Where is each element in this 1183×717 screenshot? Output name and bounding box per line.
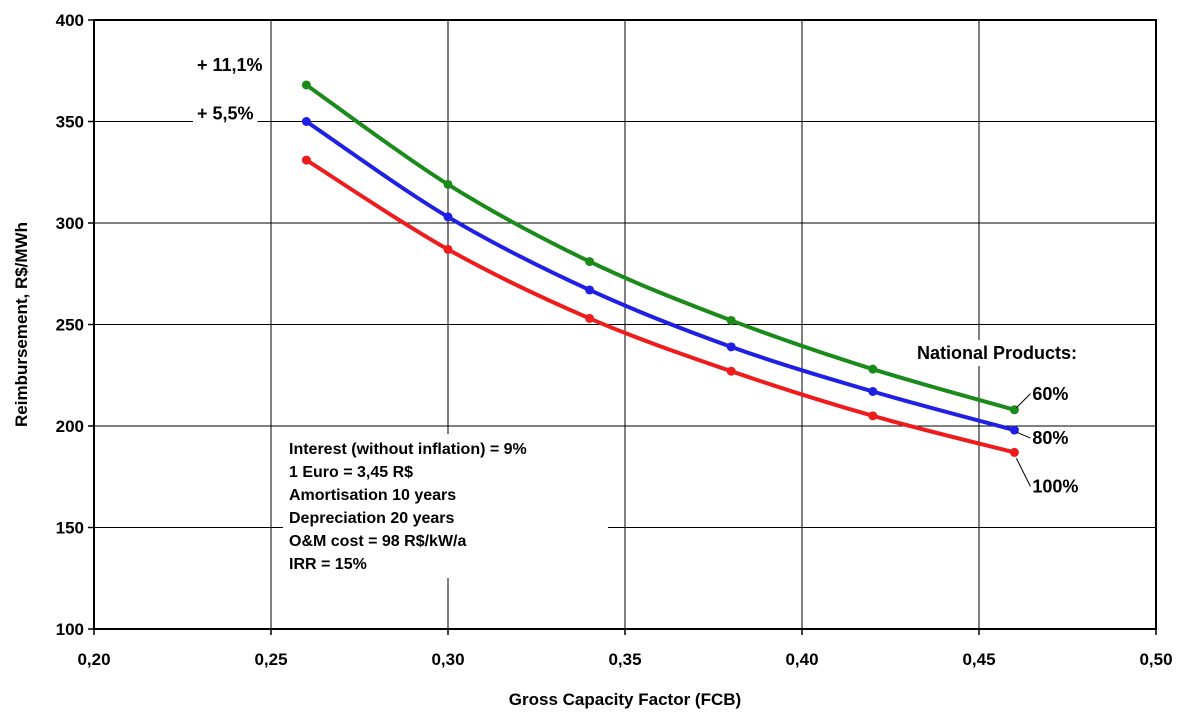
series-end-labels: 60% 80% 100% bbox=[1015, 383, 1082, 499]
increase-label-background-2 bbox=[193, 101, 258, 126]
x-tick-label: 0,35 bbox=[608, 650, 641, 669]
data-point-100pct bbox=[868, 411, 878, 421]
x-axis-ticks: 0,20 0,25 0,30 0,35 0,40 0,45 0,50 bbox=[77, 629, 1173, 669]
legend-title: National Products: bbox=[917, 343, 1077, 363]
note-amortisation: Amortisation 10 years bbox=[289, 487, 456, 504]
series-layer bbox=[301, 80, 1019, 457]
series-line-60pct bbox=[305, 83, 1015, 412]
series-line-80pct bbox=[305, 119, 1015, 432]
data-point-80pct bbox=[301, 117, 311, 126]
data-point-100pct bbox=[301, 155, 311, 165]
end-label-background bbox=[1031, 476, 1082, 499]
end-label-leader bbox=[1016, 431, 1031, 439]
x-tick-label: 0,45 bbox=[962, 650, 995, 669]
note-om-cost: O&M cost = 98 R$/kW/a bbox=[289, 533, 466, 550]
end-label-leader bbox=[1016, 393, 1031, 409]
y-tick-label: 200 bbox=[56, 417, 84, 436]
series-end-label-80pct: 80% bbox=[1032, 428, 1068, 448]
x-tick-label: 0,50 bbox=[1139, 650, 1172, 669]
series-end-label-100pct: 100% bbox=[1032, 476, 1078, 496]
y-tick-label: 300 bbox=[56, 214, 84, 233]
y-tick-label: 250 bbox=[56, 316, 84, 335]
y-axis-ticks: 100 150 200 250 300 350 400 bbox=[56, 11, 94, 639]
note-interest: Interest (without inflation) = 9% bbox=[289, 441, 527, 458]
series-line-100pct bbox=[305, 158, 1015, 455]
end-label-background bbox=[1031, 428, 1072, 451]
data-point-80pct bbox=[1009, 425, 1019, 435]
data-point-60pct bbox=[868, 364, 878, 374]
x-tick-label: 0,30 bbox=[431, 650, 464, 669]
y-tick-label: 400 bbox=[56, 11, 84, 30]
data-point-100pct bbox=[726, 366, 736, 376]
x-tick-label: 0,25 bbox=[254, 650, 287, 669]
note-irr: IRR = 15% bbox=[289, 556, 367, 573]
data-point-60pct bbox=[443, 179, 453, 189]
y-tick-label: 350 bbox=[56, 113, 84, 132]
increase-label-80: + 5,5% bbox=[197, 104, 254, 124]
series-end-label-60pct: 60% bbox=[1032, 384, 1068, 404]
data-point-80pct bbox=[585, 285, 595, 295]
end-label-leader bbox=[1015, 458, 1031, 487]
y-tick-label: 150 bbox=[56, 519, 84, 538]
data-point-100pct bbox=[443, 244, 453, 254]
x-axis-title: Gross Capacity Factor (FCB) bbox=[509, 690, 741, 709]
data-point-80pct bbox=[443, 212, 453, 222]
data-point-60pct bbox=[585, 257, 595, 267]
notes-box: Interest (without inflation) = 9% 1 Euro… bbox=[283, 434, 608, 578]
y-axis-title: Reimbursement, R$/MWh bbox=[12, 222, 31, 427]
increase-label-60: + 11,1% bbox=[197, 55, 263, 75]
data-point-100pct bbox=[1009, 447, 1019, 457]
note-depreciation: Depreciation 20 years bbox=[289, 510, 455, 527]
y-tick-label: 100 bbox=[56, 620, 84, 639]
increase-label-background-1 bbox=[193, 52, 267, 77]
notes-background bbox=[283, 434, 608, 578]
data-point-80pct bbox=[868, 386, 878, 396]
note-exchange-rate: 1 Euro = 3,45 R$ bbox=[289, 464, 413, 481]
x-tick-label: 0,20 bbox=[77, 650, 110, 669]
data-point-60pct bbox=[301, 80, 311, 90]
x-tick-label: 0,40 bbox=[785, 650, 818, 669]
data-point-80pct bbox=[726, 342, 736, 352]
data-point-100pct bbox=[585, 313, 595, 323]
end-label-background bbox=[1031, 383, 1072, 406]
legend-title-background bbox=[912, 340, 1083, 366]
data-point-60pct bbox=[726, 315, 736, 325]
